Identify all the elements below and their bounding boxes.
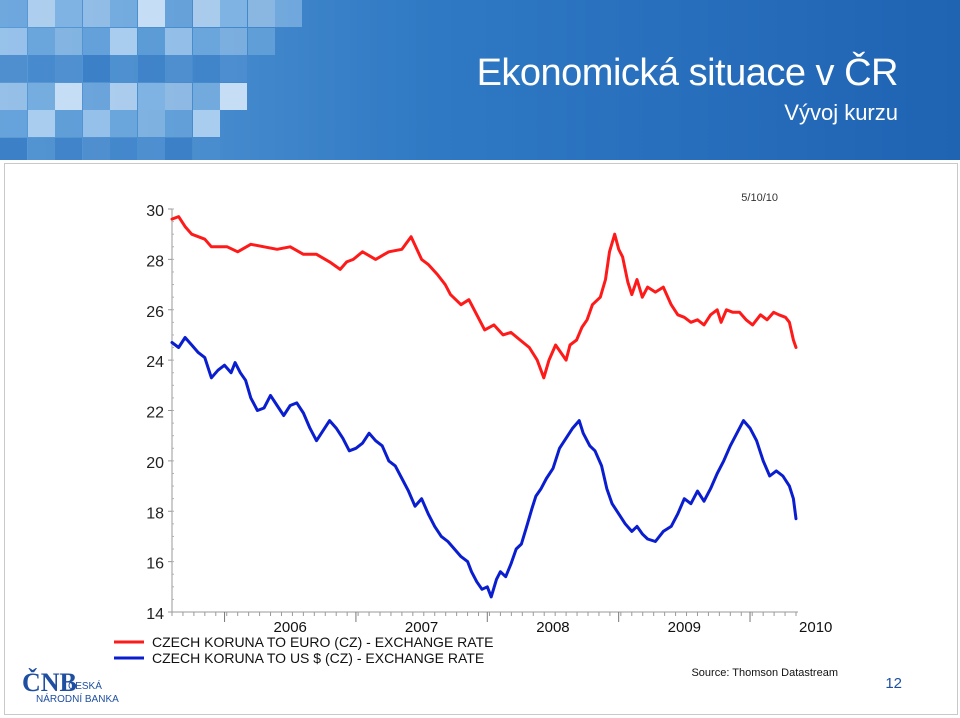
chart-panel <box>4 163 958 715</box>
logo-line2: NÁRODNÍ BANKA <box>36 692 119 705</box>
series-line-usd <box>170 336 798 599</box>
x-tick-label: 2009 <box>668 619 701 636</box>
chart-source-label: Source: Thomson Datastream <box>691 667 838 679</box>
x-tick-label: 2010 <box>799 619 832 636</box>
legend-label-eur: CZECH KORUNA TO EURO (CZ) - EXCHANGE RAT… <box>152 634 493 650</box>
header-mosaic <box>0 0 320 160</box>
y-tick-label: 20 <box>146 455 164 472</box>
page-number: 12 <box>885 675 902 692</box>
chart-axes: 14 16 18 20 22 24 26 28 30 2006 2007 2008 2009 2010 <box>146 203 832 636</box>
y-tick-label: 26 <box>146 304 164 321</box>
y-tick-label: 16 <box>146 556 164 573</box>
x-tick-label: 2008 <box>536 619 569 636</box>
slide-title: Ekonomická situace v ČR <box>476 52 899 94</box>
y-tick-label: 22 <box>146 405 164 422</box>
chart-date-label: 5/10/10 <box>741 192 778 204</box>
y-tick-label: 30 <box>146 203 164 220</box>
chart-legend: CZECH KORUNA TO EURO (CZ) - EXCHANGE RAT… <box>114 634 493 666</box>
cnb-logo: ČNB ČESKÁ NÁRODNÍ BANKA <box>22 664 132 711</box>
x-tick-label: 2007 <box>405 619 438 636</box>
y-tick-label: 28 <box>146 253 164 270</box>
logo-mark: ČNB <box>22 668 77 697</box>
slide-subtitle: Vývoj kurzu <box>784 100 898 125</box>
x-tick-label: 2006 <box>274 619 307 636</box>
y-tick-label: 14 <box>146 606 164 623</box>
y-tick-label: 18 <box>146 505 164 522</box>
legend-label-usd: CZECH KORUNA TO US $ (CZ) - EXCHANGE RAT… <box>152 650 484 666</box>
logo-line1: ČESKÁ <box>68 679 102 692</box>
chart-series <box>170 215 798 599</box>
series-line-eur <box>170 215 798 380</box>
slide-header: Ekonomická situace v ČR Vývoj kurzu <box>0 0 960 160</box>
y-tick-label: 24 <box>146 354 164 371</box>
